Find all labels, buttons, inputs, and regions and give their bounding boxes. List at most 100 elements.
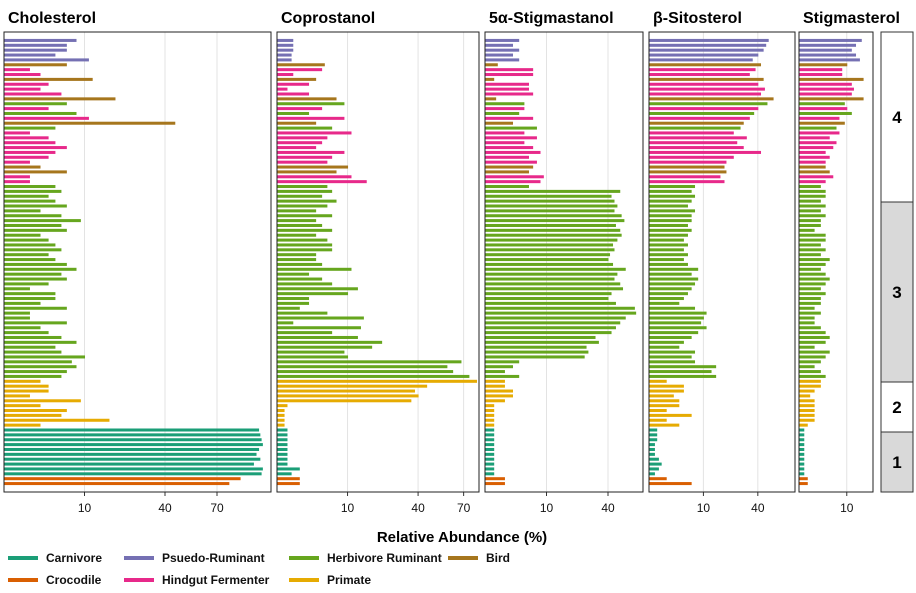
legend: Carnivore Psuedo-Ruminant Herbivore Rumina… xyxy=(8,551,510,587)
bar xyxy=(485,418,495,422)
bar xyxy=(277,150,345,154)
bar xyxy=(649,472,655,476)
bar xyxy=(4,209,41,213)
bar xyxy=(799,472,805,476)
bar xyxy=(485,297,609,301)
group-label: 3 xyxy=(892,283,901,302)
bar xyxy=(799,326,821,330)
bar xyxy=(277,107,323,111)
bar xyxy=(4,77,93,81)
tick-label: 10 xyxy=(78,501,92,515)
bar xyxy=(277,409,285,413)
bar xyxy=(277,438,288,442)
bar xyxy=(799,423,808,427)
bar xyxy=(799,92,852,96)
bar xyxy=(799,253,821,257)
bar xyxy=(277,180,367,184)
bar xyxy=(485,477,505,481)
bar xyxy=(485,102,525,106)
bar xyxy=(4,228,67,232)
bar xyxy=(4,389,49,393)
bar xyxy=(4,48,67,52)
bar xyxy=(799,199,821,203)
bar xyxy=(649,413,692,417)
bar xyxy=(485,136,537,140)
bar xyxy=(4,63,67,67)
bar xyxy=(277,267,352,271)
bar xyxy=(4,409,67,413)
legend-label: Bird xyxy=(486,551,510,565)
bar xyxy=(4,87,41,91)
bar xyxy=(277,82,310,86)
bar xyxy=(799,238,826,242)
bar xyxy=(277,92,310,96)
bar xyxy=(485,185,529,189)
bar xyxy=(4,238,49,242)
bar xyxy=(4,331,49,335)
bar xyxy=(4,175,30,179)
bar xyxy=(485,155,529,159)
bar xyxy=(4,379,41,383)
bar xyxy=(799,292,826,296)
bar xyxy=(485,340,599,344)
bar xyxy=(277,262,323,266)
bar xyxy=(277,428,288,432)
bar xyxy=(799,301,821,305)
bar xyxy=(485,165,534,169)
bar xyxy=(649,233,688,237)
bar xyxy=(485,267,626,271)
bar xyxy=(799,38,862,42)
bar xyxy=(799,311,821,315)
bar xyxy=(649,53,759,57)
bar xyxy=(649,379,667,383)
bar xyxy=(799,248,826,252)
tick-label: 10 xyxy=(341,501,355,515)
bar xyxy=(799,73,843,77)
legend-item-carnivore: Carnivore xyxy=(8,551,102,565)
legend-swatch xyxy=(8,556,38,560)
bar xyxy=(277,365,448,369)
bar xyxy=(277,462,288,466)
bar xyxy=(799,68,843,72)
panel-sitosterol: β-Sitosterol 10 40 xyxy=(648,10,796,515)
bar xyxy=(485,452,495,456)
x-axis-title: Relative Abundance (%) xyxy=(377,529,547,546)
bar xyxy=(649,306,696,310)
bar xyxy=(277,165,349,169)
bar xyxy=(4,141,56,145)
bar xyxy=(485,316,626,320)
bar xyxy=(485,360,520,364)
bar xyxy=(4,219,81,223)
bar xyxy=(277,452,288,456)
bar xyxy=(4,423,41,427)
bar xyxy=(4,301,41,305)
legend-item-psuedo-ruminant: Psuedo-Ruminant xyxy=(124,551,265,565)
bar xyxy=(4,277,67,281)
bar xyxy=(799,136,830,140)
bar xyxy=(4,457,261,461)
bar xyxy=(485,111,520,115)
bar xyxy=(799,180,826,184)
bar xyxy=(277,141,323,145)
bar xyxy=(799,223,821,227)
bar xyxy=(649,457,659,461)
bar xyxy=(277,370,454,374)
bar xyxy=(799,452,805,456)
legend-label: Herbivore Ruminant xyxy=(327,551,442,565)
bar xyxy=(277,219,317,223)
plot-frame xyxy=(648,31,796,493)
legend-label: Hindgut Fermenter xyxy=(162,573,270,587)
bar xyxy=(4,321,67,325)
bar xyxy=(4,97,116,101)
bar xyxy=(277,355,349,359)
bar xyxy=(485,447,495,451)
bar xyxy=(485,370,505,374)
bar xyxy=(485,73,534,77)
bar xyxy=(649,155,734,159)
bar xyxy=(799,418,815,422)
bar xyxy=(4,189,62,193)
bar xyxy=(649,165,725,169)
bar xyxy=(649,209,696,213)
bar xyxy=(4,350,62,354)
bar xyxy=(799,345,815,349)
